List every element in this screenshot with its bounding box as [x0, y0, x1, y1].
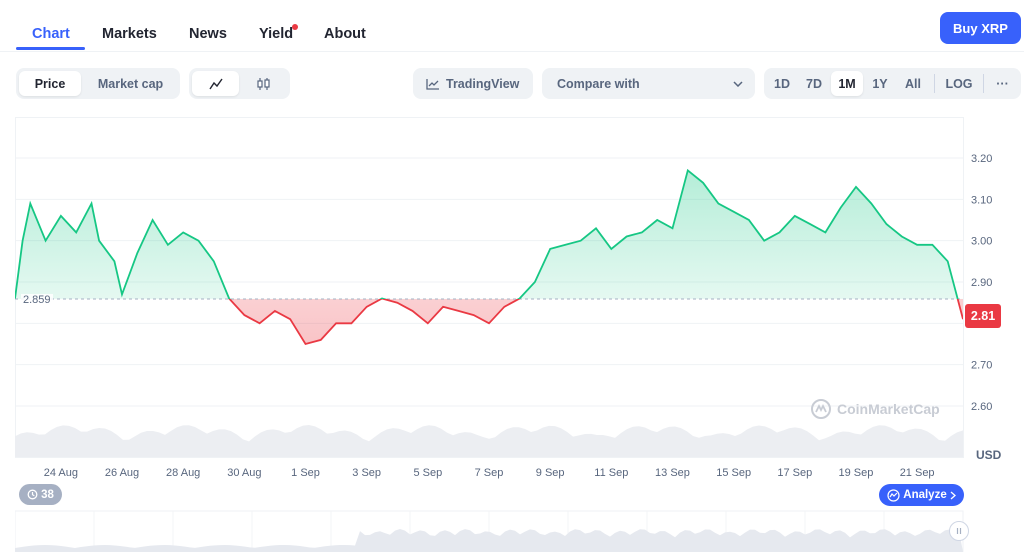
y-tick-label: 2.70 [971, 360, 992, 372]
market-cap-tab[interactable]: Market cap [97, 76, 164, 91]
currency-label: USD [976, 448, 1002, 462]
analyze-button[interactable]: Analyze [879, 484, 964, 506]
tab-news[interactable]: News [189, 26, 227, 42]
notification-dot [292, 24, 298, 30]
range-7d[interactable]: 7D [806, 76, 822, 91]
log-scale-toggle[interactable]: LOG [945, 76, 973, 91]
y-tick-label: 2.60 [971, 401, 992, 413]
toolbar-divider-2 [983, 74, 984, 93]
range-all[interactable]: All [905, 76, 921, 91]
analyze-icon [887, 488, 900, 502]
x-tick-label: 5 Sep [413, 467, 442, 479]
range-1y[interactable]: 1Y [872, 76, 888, 91]
chart-type-toggle [189, 68, 290, 99]
tradingview-label: TradingView [446, 76, 520, 91]
toolbar-divider [934, 74, 935, 93]
area-above-reference [15, 170, 963, 299]
price-line-down [228, 298, 963, 346]
y-tick-label: 2.90 [971, 277, 992, 289]
compare-placeholder: Compare with [557, 76, 640, 91]
grip-icon [956, 528, 962, 534]
x-tick-label: 7 Sep [475, 467, 504, 479]
line-chart-button[interactable] [192, 71, 239, 96]
tab-about[interactable]: About [324, 26, 366, 42]
x-tick-label: 9 Sep [536, 467, 565, 479]
x-tick-label: 13 Sep [655, 467, 690, 479]
y-tick-label: 3.10 [971, 194, 992, 206]
x-tick-label: 1 Sep [291, 467, 320, 479]
x-tick-label: 11 Sep [594, 467, 628, 479]
price-line-up [15, 168, 959, 299]
y-tick-label: 3.20 [971, 153, 992, 165]
price-tab[interactable]: Price [19, 71, 81, 96]
chevron-down-icon [733, 81, 743, 87]
metric-toggle: Price Market cap [16, 68, 180, 99]
x-tick-label: 21 Sep [900, 467, 935, 479]
candlestick-icon [256, 77, 270, 90]
range-toggle: 1D 7D 1M 1Y All LOG ··· [764, 68, 1021, 99]
buy-button[interactable]: Buy XRP [940, 12, 1021, 44]
x-tick-label: 17 Sep [777, 467, 812, 479]
tab-yield[interactable]: Yield [259, 26, 294, 42]
top-nav: Chart Markets News Yield About Buy XRP [0, 0, 1024, 52]
chevron-right-icon [950, 491, 956, 499]
history-icon [27, 489, 38, 500]
reference-price-label: 2.859 [21, 294, 53, 306]
coinmarketcap-logo-icon [811, 399, 831, 419]
plot-frame [15, 117, 964, 458]
navigator-volume [15, 529, 963, 552]
x-tick-label: 15 Sep [716, 467, 751, 479]
current-price-badge: 2.81 [965, 304, 1001, 328]
chart-line-icon [426, 78, 439, 90]
x-tick-label: 24 Aug [44, 467, 78, 479]
tradingview-button[interactable]: TradingView [413, 68, 533, 99]
y-tick-label: 3.00 [971, 236, 992, 248]
more-options-button[interactable]: ··· [996, 76, 1009, 91]
x-tick-label: 28 Aug [166, 467, 200, 479]
x-tick-label: 19 Sep [839, 467, 874, 479]
coinmarketcap-watermark: CoinMarketCap [810, 398, 940, 420]
volume-area [15, 425, 963, 457]
history-badge[interactable]: 38 [19, 484, 62, 505]
line-chart-icon [208, 78, 223, 89]
tab-markets[interactable]: Markets [102, 26, 157, 42]
x-tick-label: 26 Aug [105, 467, 139, 479]
navigator-handle[interactable] [949, 521, 969, 541]
x-tick-label: 30 Aug [227, 467, 261, 479]
active-tab-underline [16, 47, 85, 50]
tab-chart[interactable]: Chart [32, 26, 70, 42]
candlestick-button[interactable] [240, 71, 287, 96]
range-1m[interactable]: 1M [831, 71, 863, 96]
compare-dropdown[interactable]: Compare with [542, 68, 755, 99]
range-1d[interactable]: 1D [774, 76, 790, 91]
x-tick-label: 3 Sep [352, 467, 381, 479]
